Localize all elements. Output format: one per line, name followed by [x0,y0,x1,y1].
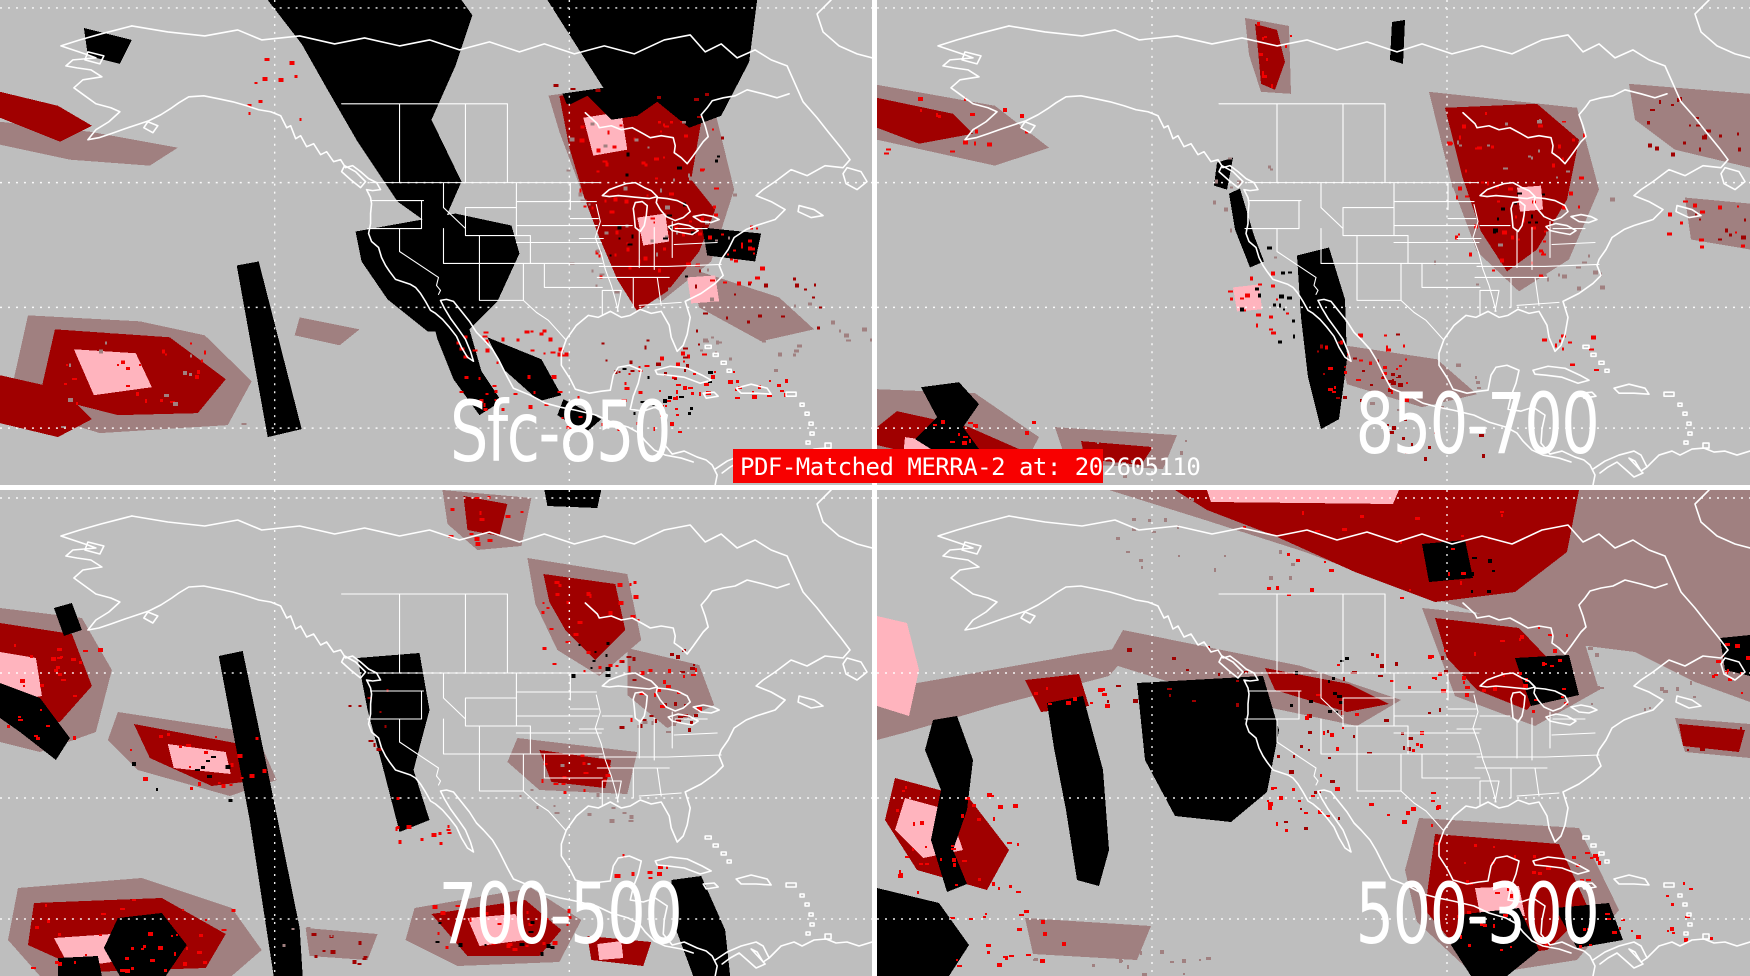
islands [961,541,1746,940]
state-borders [1218,593,1600,831]
great-lakes [601,181,720,236]
basemap-layer [60,0,872,485]
greenland-coast [816,0,872,59]
panel-divider-horizontal [0,485,1750,490]
great-lakes [601,672,720,726]
greenland-coast [816,490,872,549]
state-borders [341,103,722,340]
map-panel-500-300: 500-300 [877,490,1750,976]
map-canvas-700-500 [0,490,872,976]
data-speckle-layer [884,21,1746,479]
basemap-layer [60,490,872,976]
coastline-pacific [937,515,1572,954]
coastline-pacific [937,25,1572,463]
data-region-layer [0,490,731,976]
coastline-arctic-atlantic [131,25,851,485]
islands [961,51,1746,449]
ocean-background [877,0,1750,485]
south-america-coast [714,938,872,969]
coastline-arctic-atlantic [131,515,851,976]
south-america-coast [1592,938,1750,969]
data-speckle-layer [896,498,1750,976]
map-canvas-850-700 [877,0,1750,485]
hudson-bay-coast [584,89,790,165]
hudson-bay-coast [1462,579,1668,655]
coastline-pacific [60,515,695,954]
greenland-coast [1694,0,1750,59]
data-region-layer [0,0,815,438]
timestamp-banner: PDF-Matched MERRA-2 at: 202605110 [733,449,1201,483]
coastline-arctic-atlantic [1008,515,1729,976]
map-canvas-500-300 [877,490,1750,976]
data-region-layer [877,490,1750,976]
map-panel-850-700: 850-700 [877,0,1750,485]
state-borders [341,593,722,831]
state-borders [1218,103,1600,340]
great-lakes [1479,672,1598,726]
islands [84,51,868,449]
coastline-arctic-atlantic [1008,25,1729,485]
map-panel-700-500: 700-500 [0,490,872,976]
basemap-layer [937,490,1750,976]
timestamp-banner-text: PDF-Matched MERRA-2 at: 202605110 [740,453,1201,481]
islands [84,541,868,940]
greenland-coast [1694,490,1750,549]
map-canvas-sfc-850 [0,0,872,485]
basemap-layer [937,0,1750,485]
map-panel-sfc-850: Sfc-850 [0,0,872,485]
hudson-bay-coast [584,579,790,655]
south-america-coast [1592,447,1750,478]
great-lakes [1479,181,1598,236]
coastline-pacific [60,25,695,463]
hudson-bay-coast [1462,89,1668,165]
